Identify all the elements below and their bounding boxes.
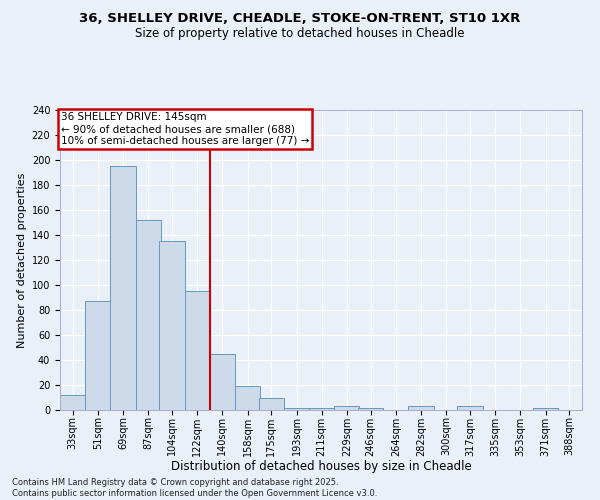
Text: 36 SHELLEY DRIVE: 145sqm
← 90% of detached houses are smaller (688)
10% of semi-: 36 SHELLEY DRIVE: 145sqm ← 90% of detach… [61, 112, 309, 146]
Text: 36, SHELLEY DRIVE, CHEADLE, STOKE-ON-TRENT, ST10 1XR: 36, SHELLEY DRIVE, CHEADLE, STOKE-ON-TRE… [79, 12, 521, 26]
Bar [160, 242, 185, 410]
Bar [533, 408, 558, 410]
Bar [185, 291, 210, 410]
Text: Size of property relative to detached houses in Cheadle: Size of property relative to detached ho… [135, 28, 465, 40]
Bar [110, 166, 136, 410]
X-axis label: Distribution of detached houses by size in Cheadle: Distribution of detached houses by size … [170, 460, 472, 473]
Bar [85, 301, 110, 410]
Bar [334, 406, 359, 410]
Bar [358, 408, 383, 410]
Bar [309, 408, 334, 410]
Bar [60, 395, 85, 410]
Bar [259, 398, 284, 410]
Bar [409, 406, 434, 410]
Text: Contains HM Land Registry data © Crown copyright and database right 2025.
Contai: Contains HM Land Registry data © Crown c… [12, 478, 377, 498]
Bar [284, 408, 309, 410]
Bar [136, 220, 161, 410]
Bar [235, 386, 260, 410]
Y-axis label: Number of detached properties: Number of detached properties [17, 172, 28, 348]
Bar [210, 354, 235, 410]
Bar [457, 406, 482, 410]
